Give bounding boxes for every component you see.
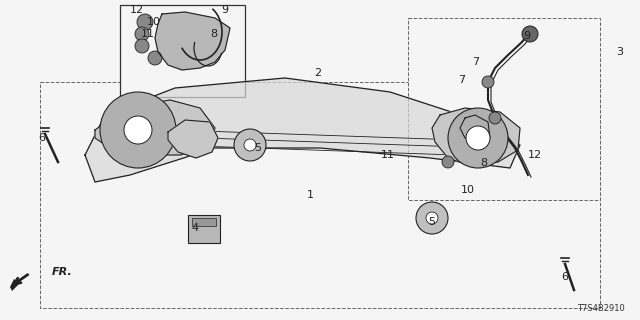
Circle shape — [489, 112, 501, 124]
Circle shape — [234, 129, 266, 161]
Polygon shape — [10, 279, 20, 291]
Bar — [120, 5, 245, 97]
Text: 10: 10 — [461, 185, 475, 195]
Text: T7S4B2910: T7S4B2910 — [577, 304, 625, 313]
Circle shape — [135, 27, 149, 41]
Text: 8: 8 — [211, 29, 218, 39]
Circle shape — [135, 39, 149, 53]
Circle shape — [148, 51, 162, 65]
Text: 4: 4 — [191, 223, 198, 233]
Text: 12: 12 — [130, 5, 144, 15]
Circle shape — [522, 26, 538, 42]
Polygon shape — [85, 78, 520, 182]
Text: 7: 7 — [472, 57, 479, 67]
Text: 3: 3 — [616, 47, 623, 57]
Bar — [192, 218, 216, 226]
Polygon shape — [168, 120, 218, 158]
Text: FR.: FR. — [52, 267, 73, 277]
Circle shape — [137, 14, 153, 30]
Text: 1: 1 — [307, 190, 314, 200]
Circle shape — [124, 116, 152, 144]
Circle shape — [416, 202, 448, 234]
Circle shape — [482, 76, 494, 88]
Polygon shape — [155, 12, 230, 70]
Text: 6: 6 — [561, 272, 568, 282]
Circle shape — [466, 126, 490, 150]
Text: 2: 2 — [314, 68, 321, 78]
Polygon shape — [432, 108, 520, 165]
Circle shape — [426, 212, 438, 224]
Text: 5: 5 — [255, 143, 262, 153]
Circle shape — [244, 139, 256, 151]
Bar — [188, 215, 220, 243]
Bar — [408, 18, 600, 200]
Circle shape — [442, 156, 454, 168]
Text: 10: 10 — [147, 17, 161, 27]
Text: 9: 9 — [524, 31, 531, 41]
Text: 5: 5 — [429, 217, 435, 227]
Circle shape — [100, 92, 176, 168]
Text: 7: 7 — [458, 75, 465, 85]
Text: 9: 9 — [221, 5, 228, 15]
Bar — [40, 82, 600, 308]
Text: 12: 12 — [528, 150, 542, 160]
Polygon shape — [95, 100, 215, 155]
Circle shape — [448, 108, 508, 168]
Polygon shape — [460, 115, 490, 145]
Text: 11: 11 — [381, 150, 395, 160]
Text: 8: 8 — [481, 158, 488, 168]
Text: 6: 6 — [38, 133, 45, 143]
Text: 11: 11 — [141, 29, 155, 39]
